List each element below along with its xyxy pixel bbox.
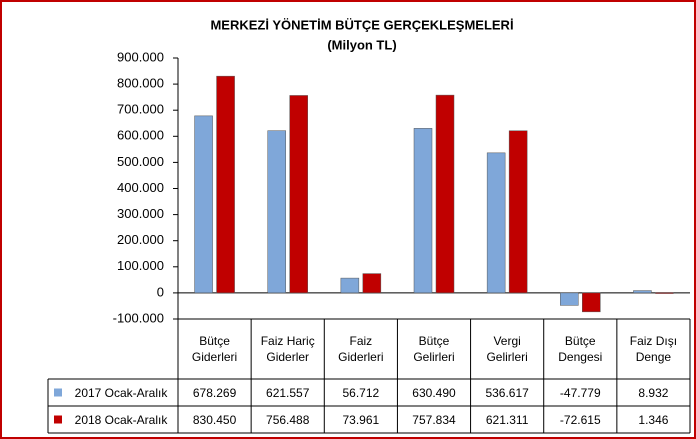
category-label: Faiz Giderleri bbox=[324, 319, 397, 379]
chart-title: MERKEZİ YÖNETİM BÜTÇE GERÇEKLEŞMELERİ bbox=[210, 17, 513, 32]
category-label: Faiz Dışı Denge bbox=[617, 319, 690, 379]
bar bbox=[340, 277, 360, 294]
category-label: Bütçe Gelirleri bbox=[397, 319, 470, 379]
value-label-text: -47.779 bbox=[559, 385, 601, 400]
y-tick-label: 700.000 bbox=[117, 102, 164, 117]
value-label: 8.932 bbox=[617, 379, 690, 406]
bar bbox=[362, 273, 382, 294]
y-tick-label: 200.000 bbox=[117, 232, 164, 247]
value-label-text: 621.311 bbox=[485, 412, 529, 427]
value-label: 830.450 bbox=[178, 406, 251, 433]
bar bbox=[655, 292, 674, 294]
value-label-text: 757.834 bbox=[412, 412, 456, 427]
legend-swatch bbox=[54, 415, 62, 424]
bar bbox=[289, 95, 308, 294]
legend-label-text: 2018 Ocak-Aralık bbox=[74, 412, 168, 427]
value-label: -72.615 bbox=[544, 406, 617, 433]
category-label-text: Faiz Dışı Denge bbox=[629, 334, 678, 364]
bar bbox=[560, 292, 579, 306]
y-tick-label: -100.000 bbox=[113, 310, 164, 325]
y-tick-label: 500.000 bbox=[117, 154, 164, 169]
value-label-text: 56.712 bbox=[342, 385, 380, 400]
category-label: Vergi Gelirleri bbox=[471, 319, 544, 379]
legend-label-text: 2017 Ocak-Aralık bbox=[74, 385, 168, 400]
value-label: 757.834 bbox=[397, 406, 470, 433]
value-label: 73.961 bbox=[324, 406, 397, 433]
category-label-text: Bütçe Giderleri bbox=[191, 334, 238, 364]
legend-label: 2018 Ocak-Aralık bbox=[64, 406, 178, 433]
value-label: 536.617 bbox=[471, 379, 544, 406]
value-label: 621.311 bbox=[471, 406, 544, 433]
legend-label: 2017 Ocak-Aralık bbox=[64, 379, 178, 406]
category-label: Bütçe Dengesi bbox=[544, 319, 617, 379]
chart-subtitle: (Milyon TL) bbox=[327, 37, 396, 52]
value-label-text: 536.617 bbox=[485, 385, 529, 400]
value-label-text: -72.615 bbox=[559, 412, 601, 427]
y-tick-label: 100.000 bbox=[117, 258, 164, 273]
y-tick-label: 900.000 bbox=[117, 49, 164, 64]
category-label-text: Faiz Hariç Giderler bbox=[260, 334, 315, 364]
category-label-text: Bütçe Gelirleri bbox=[413, 334, 455, 364]
value-label: 630.490 bbox=[397, 379, 470, 406]
value-label: 621.557 bbox=[251, 379, 324, 406]
y-tick-label: 400.000 bbox=[117, 180, 164, 195]
value-label-text: 1.346 bbox=[638, 412, 669, 427]
y-tick-label: 300.000 bbox=[117, 206, 164, 221]
category-label-text: Faiz Giderleri bbox=[338, 334, 384, 364]
bar bbox=[633, 290, 652, 294]
value-label-text: 73.961 bbox=[342, 412, 380, 427]
bar bbox=[486, 152, 506, 294]
category-label-text: Bütçe Dengesi bbox=[558, 334, 603, 364]
value-label-text: 630.490 bbox=[412, 385, 456, 400]
value-label: 1.346 bbox=[617, 406, 690, 433]
value-label-text: 756.488 bbox=[266, 412, 310, 427]
value-label: -47.779 bbox=[544, 379, 617, 406]
legend-swatch bbox=[54, 388, 62, 397]
value-label-text: 678.269 bbox=[192, 385, 237, 400]
y-tick-label: 600.000 bbox=[117, 128, 164, 143]
value-label-text: 830.450 bbox=[192, 412, 237, 427]
value-label: 56.712 bbox=[324, 379, 397, 406]
bar bbox=[508, 130, 528, 294]
bar bbox=[435, 94, 455, 294]
bar bbox=[582, 292, 601, 313]
value-label-text: 8.932 bbox=[638, 385, 669, 400]
value-label: 678.269 bbox=[178, 379, 251, 406]
y-tick-label: 800.000 bbox=[117, 76, 164, 91]
bar bbox=[267, 130, 286, 294]
value-label-text: 621.557 bbox=[266, 385, 310, 400]
category-label: Faiz Hariç Giderler bbox=[251, 319, 324, 379]
bar bbox=[216, 75, 235, 294]
category-label: Bütçe Giderleri bbox=[178, 319, 251, 379]
bar bbox=[194, 115, 213, 294]
bar bbox=[413, 128, 433, 294]
category-label-text: Vergi Gelirleri bbox=[486, 334, 528, 364]
value-label: 756.488 bbox=[251, 406, 324, 433]
y-tick-label: 0 bbox=[157, 284, 164, 299]
